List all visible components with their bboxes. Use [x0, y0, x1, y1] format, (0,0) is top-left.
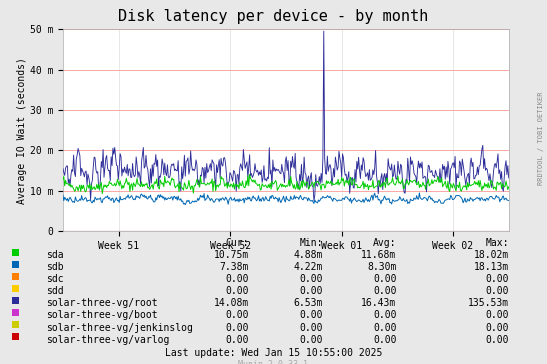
Text: 0.00: 0.00 — [225, 335, 249, 344]
Text: 0.00: 0.00 — [299, 335, 323, 344]
Text: 6.53m: 6.53m — [293, 298, 323, 308]
Text: 0.00: 0.00 — [373, 274, 397, 284]
Text: 14.08m: 14.08m — [214, 298, 249, 308]
Text: solar-three-vg/root: solar-three-vg/root — [46, 298, 158, 308]
Text: RRDTOOL / TOBI OETIKER: RRDTOOL / TOBI OETIKER — [538, 92, 544, 185]
Text: 0.00: 0.00 — [485, 310, 509, 320]
Text: solar-three-vg/jenkinslog: solar-three-vg/jenkinslog — [46, 323, 194, 332]
Text: 0.00: 0.00 — [373, 310, 397, 320]
Text: 0.00: 0.00 — [225, 274, 249, 284]
Text: 0.00: 0.00 — [225, 286, 249, 296]
Text: Avg:: Avg: — [373, 238, 397, 248]
Text: Min:: Min: — [299, 238, 323, 248]
Text: 8.30m: 8.30m — [367, 262, 397, 272]
Text: Cur:: Cur: — [225, 238, 249, 248]
Text: 0.00: 0.00 — [373, 323, 397, 332]
Text: 0.00: 0.00 — [485, 335, 509, 344]
Text: Disk latency per device - by month: Disk latency per device - by month — [118, 9, 429, 24]
Text: 0.00: 0.00 — [485, 323, 509, 332]
Text: 0.00: 0.00 — [299, 274, 323, 284]
Text: 0.00: 0.00 — [373, 286, 397, 296]
Text: 16.43m: 16.43m — [362, 298, 397, 308]
Text: sdb: sdb — [46, 262, 64, 272]
Text: solar-three-vg/boot: solar-three-vg/boot — [46, 310, 158, 320]
Text: 135.53m: 135.53m — [468, 298, 509, 308]
Text: Munin 2.0.33-1: Munin 2.0.33-1 — [238, 360, 309, 364]
Text: 0.00: 0.00 — [373, 335, 397, 344]
Text: 0.00: 0.00 — [485, 286, 509, 296]
Text: 10.75m: 10.75m — [214, 250, 249, 260]
Text: 11.68m: 11.68m — [362, 250, 397, 260]
Text: 18.02m: 18.02m — [474, 250, 509, 260]
Text: 0.00: 0.00 — [485, 274, 509, 284]
Text: sda: sda — [46, 250, 64, 260]
Text: sdd: sdd — [46, 286, 64, 296]
Text: 7.38m: 7.38m — [219, 262, 249, 272]
Text: 4.22m: 4.22m — [293, 262, 323, 272]
Text: solar-three-vg/varlog: solar-three-vg/varlog — [46, 335, 170, 344]
Text: 4.88m: 4.88m — [293, 250, 323, 260]
Text: Last update: Wed Jan 15 10:55:00 2025: Last update: Wed Jan 15 10:55:00 2025 — [165, 348, 382, 358]
Y-axis label: Average IO Wait (seconds): Average IO Wait (seconds) — [17, 57, 27, 203]
Text: 0.00: 0.00 — [225, 323, 249, 332]
Text: 0.00: 0.00 — [225, 310, 249, 320]
Text: 0.00: 0.00 — [299, 323, 323, 332]
Text: 0.00: 0.00 — [299, 286, 323, 296]
Text: sdc: sdc — [46, 274, 64, 284]
Text: 18.13m: 18.13m — [474, 262, 509, 272]
Text: Max:: Max: — [485, 238, 509, 248]
Text: 0.00: 0.00 — [299, 310, 323, 320]
